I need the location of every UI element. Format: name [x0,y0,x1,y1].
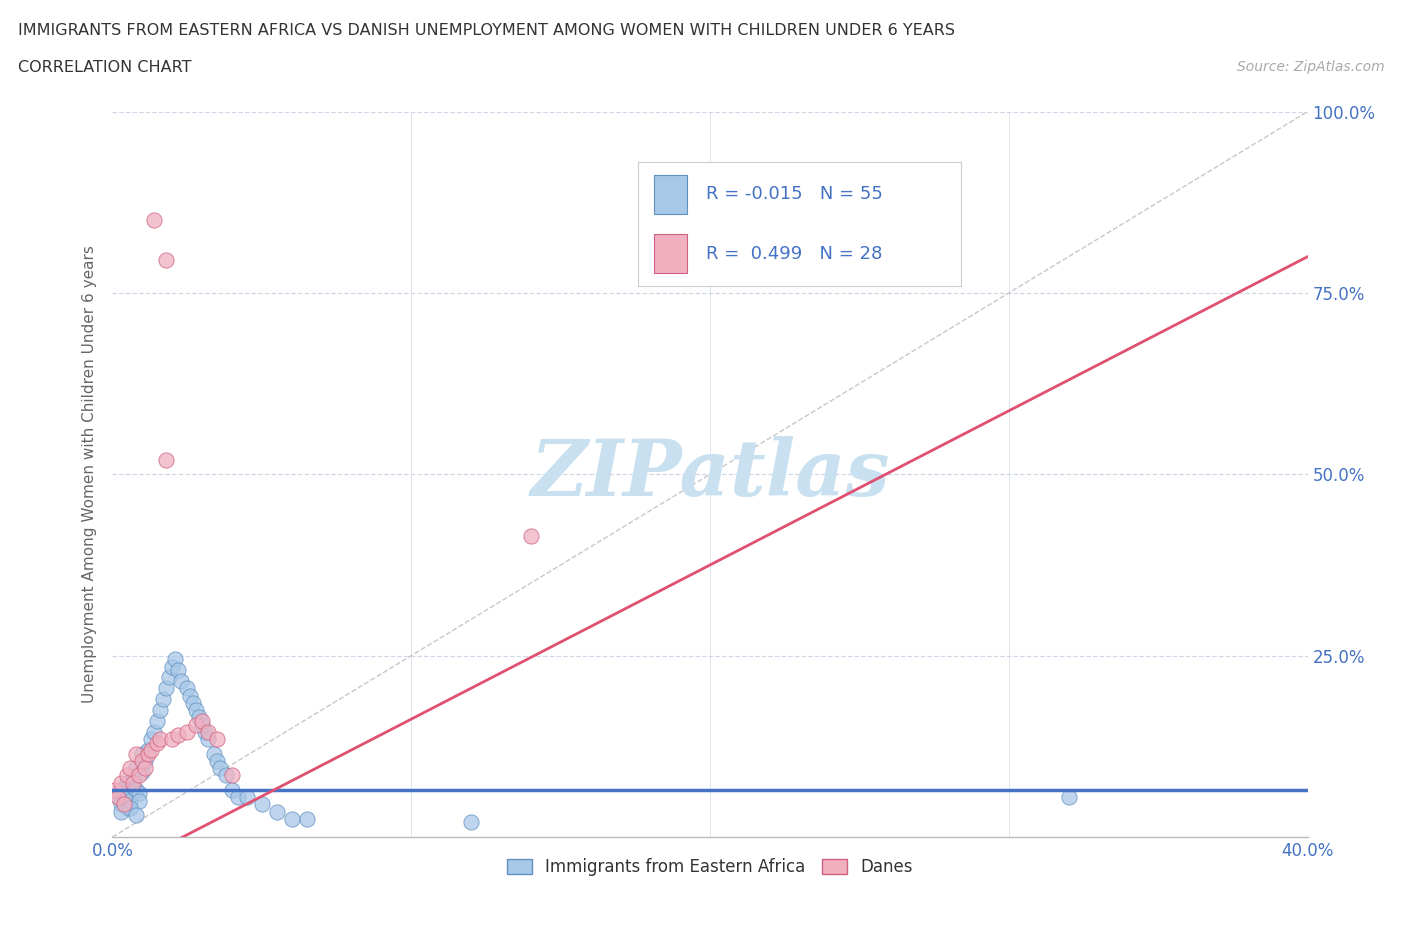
Point [125,761,148,776]
Point [143,724,166,739]
Point [157,670,180,684]
Point [107,790,129,804]
Point [143,213,166,228]
Point [110,797,132,812]
Point [114,790,135,804]
Point [194,724,217,739]
Point [138,746,160,761]
Point [117,790,139,804]
Point [149,703,172,718]
Point [120,801,142,816]
Point [120,761,142,776]
Point [117,801,139,816]
Text: ZIPatlas: ZIPatlas [530,436,890,512]
Point [205,732,228,747]
Point [209,761,232,776]
Text: Source: ZipAtlas.com: Source: ZipAtlas.com [1237,60,1385,74]
Point [176,681,198,696]
Point [125,782,148,797]
Point [176,724,198,739]
Point [181,696,204,711]
Point [128,786,150,801]
Point [117,768,139,783]
Point [117,776,139,790]
Y-axis label: Unemployment Among Women with Children Under 6 years: Unemployment Among Women with Children U… [82,246,97,703]
Legend: Immigrants from Eastern Africa, Danes: Immigrants from Eastern Africa, Danes [501,852,920,883]
Point [141,732,163,747]
Point [250,797,273,812]
Point [107,790,129,804]
Point [128,768,150,783]
Text: CORRELATION CHART: CORRELATION CHART [18,60,191,75]
Point [110,782,132,797]
Point [226,790,249,804]
Point [149,732,172,747]
Point [125,746,148,761]
Point [134,753,156,768]
Point [134,761,156,776]
Point [138,742,160,757]
Point [131,746,153,761]
Point [205,753,228,768]
Point [167,728,190,743]
Point [120,782,142,797]
Point [221,768,243,783]
Point [146,713,169,728]
Point [295,811,318,827]
Point [215,768,238,783]
Point [128,793,150,808]
Point [236,790,259,804]
Point [104,782,127,797]
Point [197,724,219,739]
Point [197,732,219,747]
Point [120,793,142,808]
Point [460,815,482,830]
Point [281,811,304,827]
Point [520,528,543,543]
Point [155,681,177,696]
Point [167,663,190,678]
Point [122,776,145,790]
Point [155,253,177,268]
Point [122,772,145,787]
Point [191,713,214,728]
Point [186,717,208,732]
Point [188,710,211,724]
Point [146,736,169,751]
Point [125,808,148,823]
Point [191,717,214,732]
Point [110,804,132,819]
Point [114,797,135,812]
Point [221,782,243,797]
Point [122,778,145,793]
Point [266,804,288,819]
Point [179,688,201,703]
Point [170,673,193,688]
Point [186,703,208,718]
Point [114,797,135,812]
Point [162,659,183,674]
Point [162,732,183,747]
Point [152,692,174,707]
Text: IMMIGRANTS FROM EASTERN AFRICA VS DANISH UNEMPLOYMENT AMONG WOMEN WITH CHILDREN : IMMIGRANTS FROM EASTERN AFRICA VS DANISH… [18,23,955,38]
Point [141,742,163,757]
Point [155,452,177,467]
Point [165,652,187,667]
Point [1057,790,1080,804]
Point [110,776,132,790]
Point [202,746,225,761]
Point [131,764,153,779]
Point [131,753,153,768]
